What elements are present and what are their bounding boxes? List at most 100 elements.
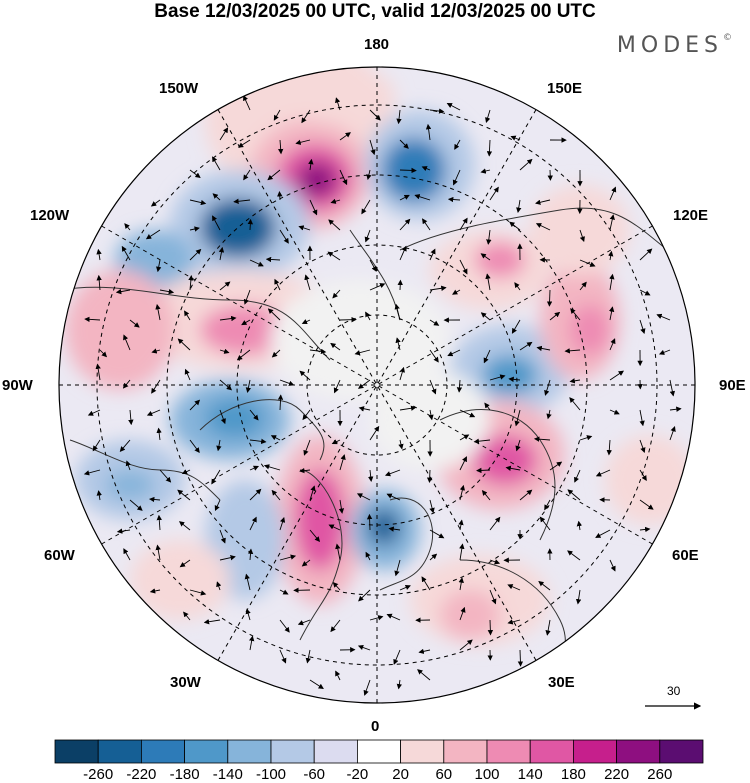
lon-label-90e: 90E bbox=[719, 377, 746, 394]
wind-arrow bbox=[481, 490, 491, 501]
wind-arrow bbox=[396, 109, 402, 125]
wind-arrow bbox=[87, 409, 101, 416]
wind-arrow bbox=[189, 439, 200, 454]
wind-arrow bbox=[358, 589, 371, 602]
wind-arrow bbox=[95, 363, 101, 381]
colorbar-swatch bbox=[486, 739, 531, 764]
wind-arrow bbox=[124, 223, 131, 231]
wind-arrow bbox=[308, 158, 314, 171]
coastline bbox=[379, 497, 434, 591]
anomaly-blob bbox=[65, 270, 175, 390]
coastline bbox=[59, 286, 331, 361]
wind-arrow bbox=[277, 394, 284, 411]
wind-arrow bbox=[327, 251, 341, 261]
wind-arrow bbox=[219, 281, 231, 291]
anomaly-blob bbox=[205, 398, 265, 438]
colorbar-tick-label: 100 bbox=[474, 766, 500, 783]
wind-arrow bbox=[279, 516, 286, 531]
wind-arrow bbox=[399, 366, 405, 381]
wind-arrow bbox=[366, 169, 372, 180]
wind-arrow bbox=[539, 516, 551, 531]
wind-arrow bbox=[369, 259, 377, 272]
wind-arrow bbox=[331, 439, 341, 445]
wind-arrow bbox=[459, 259, 468, 275]
wind-arrow bbox=[609, 370, 624, 381]
wind-arrow bbox=[211, 469, 221, 485]
wind-arrow bbox=[156, 259, 162, 273]
wind-arrow bbox=[579, 281, 587, 291]
wind-arrow bbox=[115, 288, 131, 295]
wind-arrow bbox=[535, 223, 551, 231]
wind-arrow bbox=[241, 319, 251, 326]
wind-arrow bbox=[214, 499, 221, 512]
colorbar-tick-label: -100 bbox=[255, 766, 287, 783]
wind-arrow bbox=[249, 409, 259, 421]
wind-arrow bbox=[149, 588, 161, 594]
brand-text: MODES bbox=[616, 33, 723, 58]
wind-arrow bbox=[388, 526, 401, 532]
wind-arrow bbox=[233, 198, 251, 204]
wind-arrow bbox=[119, 439, 131, 452]
wind-arrow bbox=[339, 169, 348, 186]
wind-arrow bbox=[452, 169, 461, 186]
coastline bbox=[439, 409, 556, 541]
wind-arrow bbox=[546, 289, 553, 307]
wind-arrow bbox=[363, 679, 371, 696]
wind-arrow bbox=[369, 615, 384, 621]
wind-arrow bbox=[212, 215, 221, 231]
colorbar-tick-label: -140 bbox=[212, 766, 243, 783]
coastline bbox=[199, 399, 325, 461]
wind-arrow bbox=[188, 274, 194, 291]
wind-arrow bbox=[128, 409, 134, 426]
wind-arrow bbox=[243, 289, 251, 305]
modes-logo: MODES© bbox=[617, 33, 732, 58]
wind-arrow bbox=[429, 529, 445, 539]
wind-arrow bbox=[146, 409, 161, 416]
wind-arrow bbox=[487, 619, 494, 636]
wind-arrow bbox=[369, 109, 381, 121]
meridian-line bbox=[101, 225, 653, 545]
wind-arrow bbox=[237, 139, 251, 148]
wind-arrow bbox=[277, 191, 283, 201]
wind-arrow bbox=[301, 559, 311, 567]
wind-arrow bbox=[305, 649, 311, 664]
wind-arrow bbox=[219, 315, 237, 322]
wind-arrow bbox=[508, 376, 521, 383]
anomaly-blob bbox=[297, 162, 337, 198]
wind-arrow bbox=[507, 619, 521, 625]
chart-title: Base 12/03/2025 00 UTC, valid 12/03/2025… bbox=[154, 1, 596, 22]
wind-arrow bbox=[335, 97, 341, 111]
wind-arrow bbox=[369, 425, 380, 441]
wind-arrow bbox=[189, 399, 201, 411]
wind-arrow bbox=[263, 464, 281, 471]
wind-arrow bbox=[236, 349, 251, 361]
map-disc bbox=[59, 67, 695, 703]
wind-arrow bbox=[421, 166, 431, 172]
anomaly-blob bbox=[270, 280, 450, 400]
colorbar-swatch bbox=[356, 739, 401, 764]
wind-arrow bbox=[489, 186, 499, 201]
anomaly-blob bbox=[295, 470, 345, 570]
wind-arrow bbox=[354, 349, 371, 356]
wind-arrow bbox=[399, 218, 411, 231]
wind-arrow bbox=[454, 139, 461, 150]
wind-arrow bbox=[99, 349, 108, 358]
map-border bbox=[58, 66, 696, 704]
wind-arrow bbox=[271, 349, 281, 358]
anomaly-blob bbox=[570, 305, 610, 355]
wind-arrow bbox=[639, 526, 651, 533]
wind-arrow bbox=[639, 409, 645, 427]
wind-arrow bbox=[129, 499, 143, 511]
wind-arrow bbox=[203, 619, 221, 625]
wind-arrow bbox=[429, 499, 435, 514]
wind-arrow bbox=[536, 345, 551, 352]
wind-arrow bbox=[265, 256, 281, 263]
wind-arrow bbox=[579, 259, 596, 267]
wind-arrow bbox=[295, 139, 311, 145]
wind-arrow bbox=[96, 248, 102, 261]
wind-arrow bbox=[399, 167, 417, 174]
wind-arrow bbox=[595, 529, 611, 538]
wind-arrow bbox=[96, 490, 102, 501]
colorbar-swatch bbox=[400, 739, 445, 764]
